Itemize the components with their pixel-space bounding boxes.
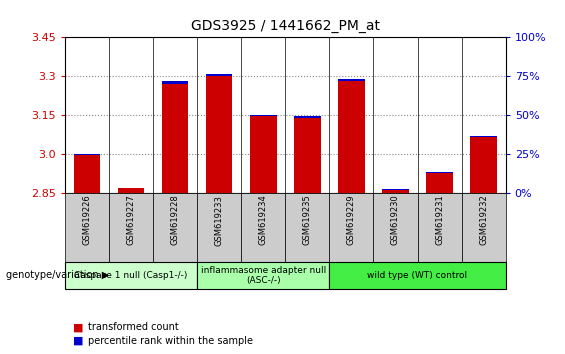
- Bar: [471, 136, 497, 137]
- Bar: [338, 79, 364, 193]
- Text: genotype/variation ▶: genotype/variation ▶: [6, 270, 109, 280]
- Bar: [162, 81, 188, 84]
- Bar: [74, 154, 100, 155]
- Bar: [250, 115, 276, 193]
- Bar: [206, 74, 232, 76]
- Bar: [294, 116, 320, 119]
- Bar: [383, 189, 408, 190]
- Bar: [427, 172, 453, 173]
- Bar: [74, 154, 100, 193]
- Text: GSM619227: GSM619227: [127, 195, 136, 245]
- Text: GSM619234: GSM619234: [259, 195, 268, 245]
- Text: GSM619230: GSM619230: [391, 195, 400, 245]
- Bar: [294, 116, 320, 193]
- Text: inflammasome adapter null
(ASC-/-): inflammasome adapter null (ASC-/-): [201, 266, 326, 285]
- Text: percentile rank within the sample: percentile rank within the sample: [88, 336, 253, 346]
- Bar: [250, 115, 276, 116]
- Text: GSM619228: GSM619228: [171, 195, 180, 245]
- Text: transformed count: transformed count: [88, 322, 179, 332]
- Text: Caspase 1 null (Casp1-/-): Caspase 1 null (Casp1-/-): [75, 271, 188, 280]
- Text: GSM619229: GSM619229: [347, 195, 356, 245]
- Bar: [206, 74, 232, 193]
- Bar: [471, 136, 497, 193]
- Text: GSM619226: GSM619226: [82, 195, 92, 245]
- Bar: [118, 188, 144, 193]
- Text: GSM619233: GSM619233: [215, 195, 224, 246]
- Text: ■: ■: [73, 322, 84, 332]
- Text: GSM619231: GSM619231: [435, 195, 444, 245]
- Text: GSM619232: GSM619232: [479, 195, 488, 245]
- Bar: [162, 81, 188, 193]
- Text: ■: ■: [73, 336, 84, 346]
- Text: GSM619235: GSM619235: [303, 195, 312, 245]
- Bar: [383, 189, 408, 193]
- Text: wild type (WT) control: wild type (WT) control: [367, 271, 468, 280]
- Title: GDS3925 / 1441662_PM_at: GDS3925 / 1441662_PM_at: [191, 19, 380, 33]
- Bar: [338, 79, 364, 81]
- Bar: [427, 172, 453, 193]
